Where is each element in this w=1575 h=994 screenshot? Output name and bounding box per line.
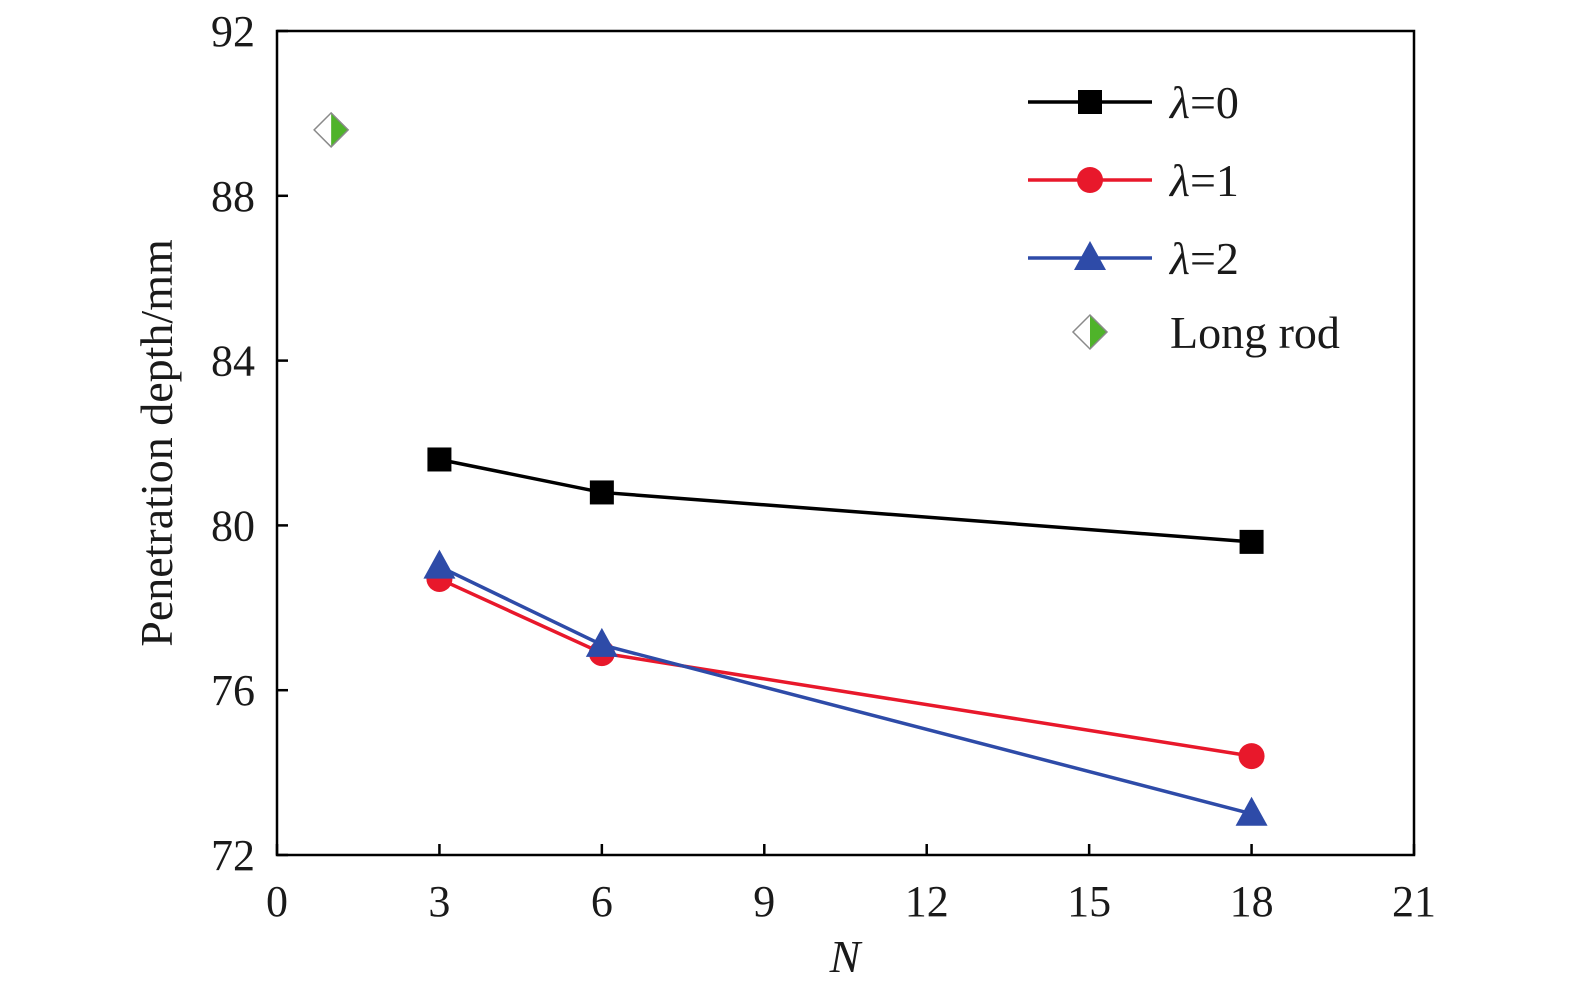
legend-item-2: λ=2: [1028, 233, 1239, 284]
legend-marker: [1074, 241, 1106, 270]
axis-ticks: 0 3 6 9 12 15 18 21 72 76 80 84 88 92: [211, 7, 1436, 926]
y-tick-label: 72: [211, 831, 255, 880]
legend-label: λ=2: [1168, 233, 1239, 284]
y-axis-title: Penetration depth/mm: [131, 239, 182, 647]
legend-label: λ=0: [1168, 77, 1239, 128]
data-point: [1235, 796, 1268, 826]
legend-marker: [1078, 90, 1102, 114]
series-layer: [313, 111, 1268, 826]
legend-text: =2: [1190, 233, 1239, 284]
legend-symbol: λ: [1168, 155, 1190, 206]
x-tick-label: 18: [1230, 877, 1274, 926]
data-point: [423, 549, 456, 579]
legend-text: Long rod: [1170, 307, 1340, 358]
x-tick-label: 15: [1067, 877, 1111, 926]
legend-symbol: λ: [1168, 77, 1190, 128]
x-axis-title: N: [829, 931, 863, 982]
legend-text: =0: [1190, 77, 1239, 128]
x-tick-label: 6: [591, 877, 613, 926]
y-tick-label: 76: [211, 666, 255, 715]
legend-label: Long rod: [1170, 307, 1340, 358]
data-point: [585, 627, 618, 657]
y-tick-label: 84: [211, 337, 255, 386]
legend-item-0: λ=0: [1028, 77, 1239, 128]
legend-item-3: Long rod: [1071, 307, 1340, 358]
data-point: [589, 480, 614, 505]
marker-fill-half: [1090, 315, 1107, 349]
series-line: [439, 457, 1252, 544]
x-tick-label: 3: [428, 877, 450, 926]
marker-fill-half: [331, 112, 349, 147]
data-point: [1238, 743, 1265, 770]
data-point: [313, 111, 350, 148]
legend-marker: [1071, 313, 1109, 351]
series-0: [427, 447, 1264, 554]
legend-symbol: λ: [1168, 233, 1190, 284]
data-point: [1239, 529, 1264, 554]
x-tick-label: 0: [266, 877, 288, 926]
plot-frame: [275, 29, 1416, 857]
y-tick-label: 80: [211, 501, 255, 550]
marker-outline: [1071, 313, 1109, 351]
x-tick-label: 21: [1392, 877, 1436, 926]
series-3: [313, 111, 350, 148]
legend-item-1: λ=1: [1028, 155, 1239, 206]
data-point: [427, 447, 452, 472]
legend-marker: [1077, 167, 1103, 193]
marker-outline: [313, 111, 350, 148]
series-1: [426, 565, 1265, 770]
y-tick-label: 92: [211, 7, 255, 56]
series-line: [438, 577, 1252, 758]
legend-label: λ=1: [1168, 155, 1239, 206]
x-tick-label: 9: [753, 877, 775, 926]
y-tick-label: 88: [211, 172, 255, 221]
x-tick-label: 12: [905, 877, 949, 926]
series-2: [423, 549, 1268, 826]
legend-text: =1: [1190, 155, 1239, 206]
